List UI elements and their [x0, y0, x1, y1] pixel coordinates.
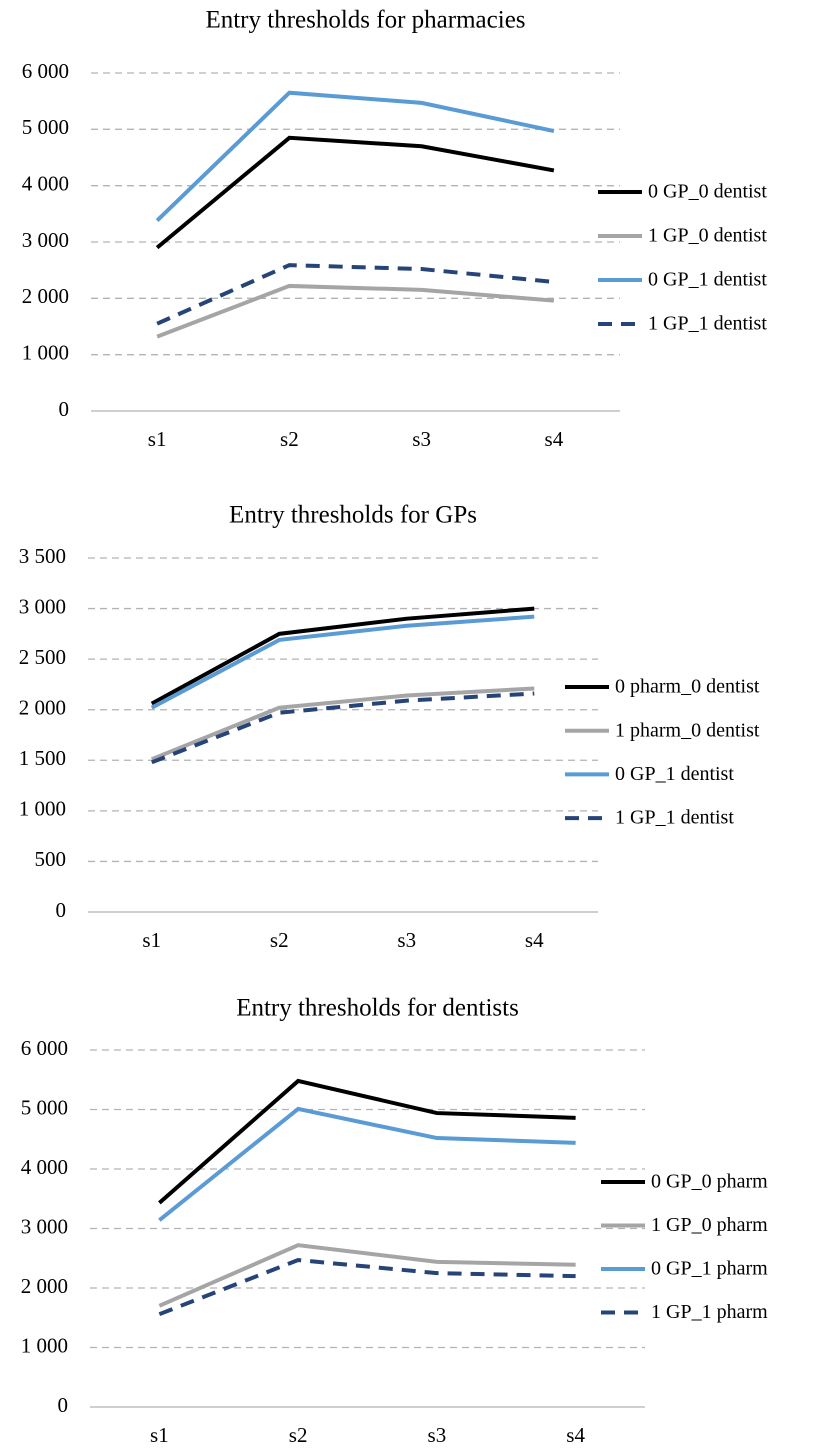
legend-label: 1 GP_1 pharm: [651, 1301, 768, 1323]
series-line: [156, 263, 555, 326]
y-tick-label: 2 000: [21, 1274, 68, 1298]
y-tick-label: 1 000: [19, 797, 66, 821]
legend-label: 0 GP_0 dentist: [648, 181, 767, 203]
y-tick-label: 2 000: [22, 284, 69, 308]
legend-label: 0 GP_1 dentist: [615, 763, 734, 785]
legend-label: 0 GP_1 pharm: [651, 1258, 768, 1280]
legend-label: 0 GP_1 dentist: [648, 269, 767, 291]
series-line: [151, 691, 535, 765]
y-tick-label: 2 000: [19, 696, 66, 720]
y-tick-label: 1 000: [21, 1333, 68, 1357]
y-tick-label: 2 500: [19, 645, 66, 669]
legend-label: 1 GP_0 pharm: [651, 1214, 768, 1236]
series-line: [150, 614, 535, 710]
x-tick-label: s3: [412, 427, 431, 451]
x-tick-label: s1: [148, 427, 167, 451]
legend-label: 1 GP_0 dentist: [648, 225, 767, 247]
y-tick-label: 500: [35, 847, 67, 871]
y-tick-label: 4 000: [21, 1155, 68, 1179]
series-line: [155, 90, 555, 223]
y-tick-label: 3 000: [19, 594, 66, 618]
series-line: [150, 606, 535, 706]
x-tick-label: s3: [428, 1423, 447, 1447]
chart-title: Entry thresholds for pharmacies: [205, 7, 525, 34]
legend-label: 1 pharm_0 dentist: [615, 719, 760, 741]
y-tick-label: 6 000: [21, 1036, 68, 1060]
series-line: [150, 686, 535, 762]
chart-title: Entry thresholds for GPs: [229, 502, 477, 529]
series-line: [155, 135, 555, 250]
y-tick-label: 3 000: [22, 228, 69, 252]
y-tick-label: 4 000: [22, 171, 69, 195]
y-tick-label: 1 500: [19, 746, 66, 770]
series-line: [158, 1078, 576, 1205]
legend-label: 1 GP_1 dentist: [648, 313, 767, 335]
y-tick-label: 0: [56, 898, 67, 922]
y-tick-label: 5 000: [22, 115, 69, 139]
x-tick-label: s4: [525, 928, 544, 952]
y-tick-label: 3 500: [19, 544, 66, 568]
x-tick-label: s2: [289, 1423, 308, 1447]
x-tick-label: s2: [280, 427, 299, 451]
legend-label: 0 GP_0 pharm: [651, 1171, 768, 1193]
y-tick-label: 1 000: [22, 340, 69, 364]
y-tick-label: 3 000: [21, 1214, 68, 1238]
legend-label: 0 pharm_0 dentist: [615, 676, 760, 698]
series-line: [158, 1258, 576, 1317]
x-tick-label: s1: [150, 1423, 169, 1447]
x-tick-label: s4: [545, 427, 564, 451]
series-line: [158, 1243, 576, 1308]
x-tick-label: s4: [566, 1423, 585, 1447]
legend-label: 1 GP_1 dentist: [615, 807, 734, 829]
series-line: [158, 1106, 576, 1222]
x-tick-label: s2: [270, 928, 289, 952]
x-tick-label: s3: [397, 928, 416, 952]
x-tick-label: s1: [142, 928, 161, 952]
y-tick-label: 0: [59, 397, 70, 421]
y-tick-label: 6 000: [22, 59, 69, 83]
y-tick-label: 0: [58, 1393, 69, 1417]
y-tick-label: 5 000: [21, 1095, 68, 1119]
chart-title: Entry thresholds for dentists: [236, 995, 519, 1022]
series-line: [156, 283, 555, 339]
